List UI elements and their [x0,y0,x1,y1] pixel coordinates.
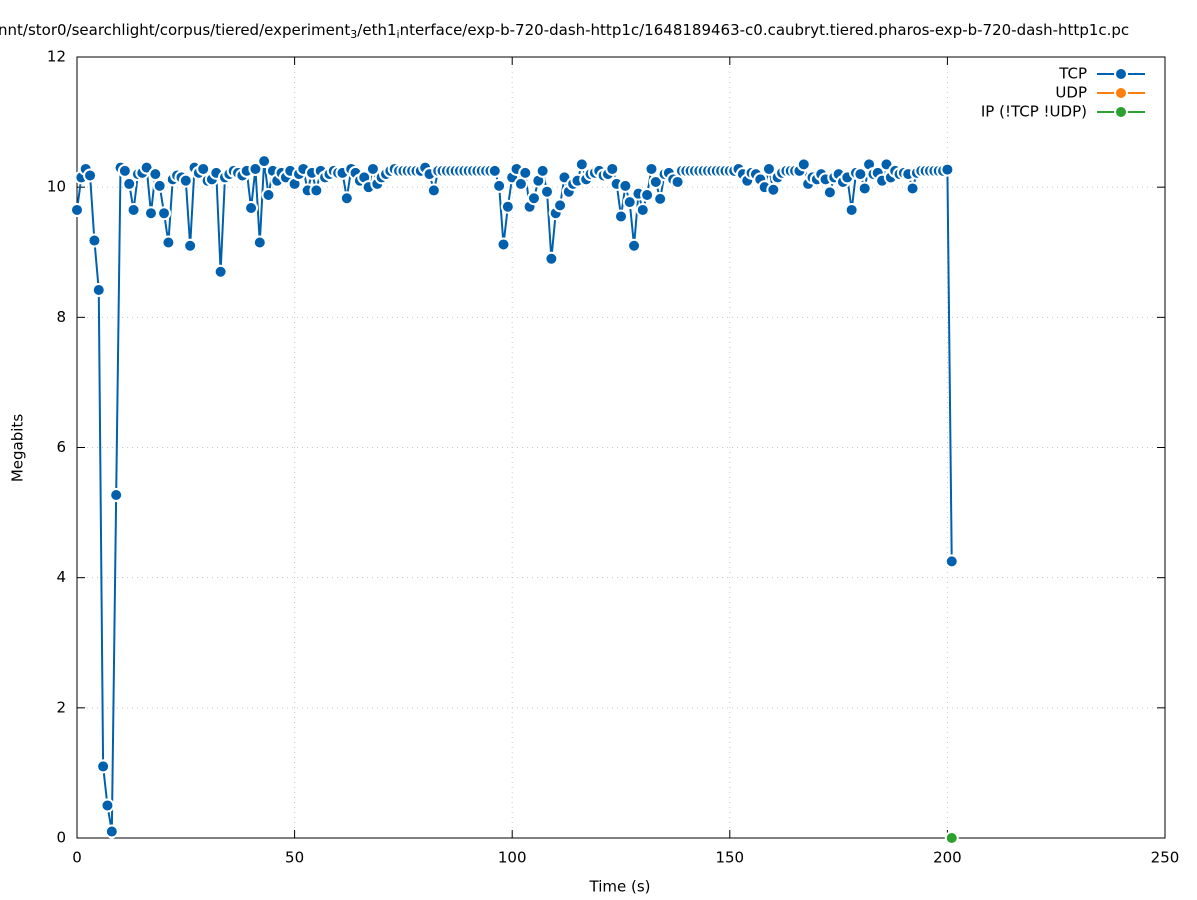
point [766,182,781,197]
legend-label: UDP [1055,84,1087,102]
point [622,195,637,210]
point [122,176,137,191]
point [143,206,158,221]
point [761,161,776,176]
point [574,157,589,172]
point [492,178,507,193]
plot-border [76,56,1166,839]
chart-title: nnt/stor0/searchlight/corpus/tiered/expe… [0,21,1129,42]
point [83,168,98,183]
y-axis-label: Megabits [9,414,27,482]
point [252,235,267,250]
point [844,202,859,217]
point [178,173,193,188]
point [644,161,659,176]
point [339,191,354,206]
point [500,199,515,214]
point [152,178,167,193]
y-tick-label: 6 [56,438,66,456]
y-tick-label: 8 [56,308,66,326]
x-tick-label: 0 [72,849,82,867]
point [496,237,511,252]
x-tick-label: 50 [285,849,304,867]
point [857,181,872,196]
point [87,233,102,248]
point [640,187,655,202]
point [213,264,228,279]
series-line [76,160,953,832]
point [526,191,541,206]
point [70,202,84,217]
y-tick-label: 10 [47,178,66,196]
point [117,163,132,178]
point [905,181,920,196]
point [244,200,259,215]
point [96,759,111,774]
point [183,238,198,253]
point [635,202,650,217]
y-tick-label: 4 [56,568,66,586]
point [553,198,568,213]
point [544,251,559,266]
point [109,488,124,503]
point [796,157,811,172]
legend-swatch [1114,86,1128,100]
point [535,163,550,178]
point [365,161,380,176]
point [196,161,211,176]
point [653,191,668,206]
point [487,163,502,178]
point [940,162,955,177]
point [91,282,106,297]
x-tick-label: 200 [933,849,962,867]
point [614,209,628,224]
point [104,824,119,839]
legend-label: IP (!TCP !UDP) [981,103,1087,121]
legend-swatch [1114,105,1128,119]
point [618,178,633,193]
point [540,184,555,199]
point [309,183,324,198]
point [148,167,163,182]
legend-label: TCP [1058,65,1087,83]
x-axis-label: Time (s) [589,878,651,896]
point [944,554,959,569]
x-tick-label: 250 [1151,849,1180,867]
point [426,183,441,198]
point [605,161,620,176]
point [944,831,959,845]
point [853,167,868,182]
point [161,235,176,250]
point [126,202,141,217]
point [627,238,642,253]
point [157,206,172,221]
x-tick-label: 100 [498,849,527,867]
legend-swatch [1114,67,1128,81]
point [822,185,837,200]
point [257,154,272,169]
point [248,161,263,176]
point [261,187,276,202]
y-tick-label: 0 [56,829,66,847]
point [100,798,115,813]
x-tick-label: 150 [715,849,744,867]
y-tick-label: 12 [47,48,66,66]
point [518,165,533,180]
point [648,174,663,189]
y-tick-label: 2 [56,698,66,716]
